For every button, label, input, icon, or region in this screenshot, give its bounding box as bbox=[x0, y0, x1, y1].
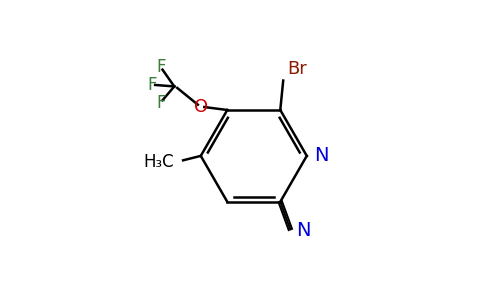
Text: F: F bbox=[156, 94, 166, 112]
Text: N: N bbox=[296, 221, 310, 240]
Text: F: F bbox=[148, 76, 157, 94]
Text: N: N bbox=[314, 146, 329, 165]
Text: Br: Br bbox=[287, 60, 307, 78]
Text: O: O bbox=[194, 98, 208, 116]
Text: F: F bbox=[156, 58, 166, 76]
Text: H₃C: H₃C bbox=[144, 153, 174, 171]
